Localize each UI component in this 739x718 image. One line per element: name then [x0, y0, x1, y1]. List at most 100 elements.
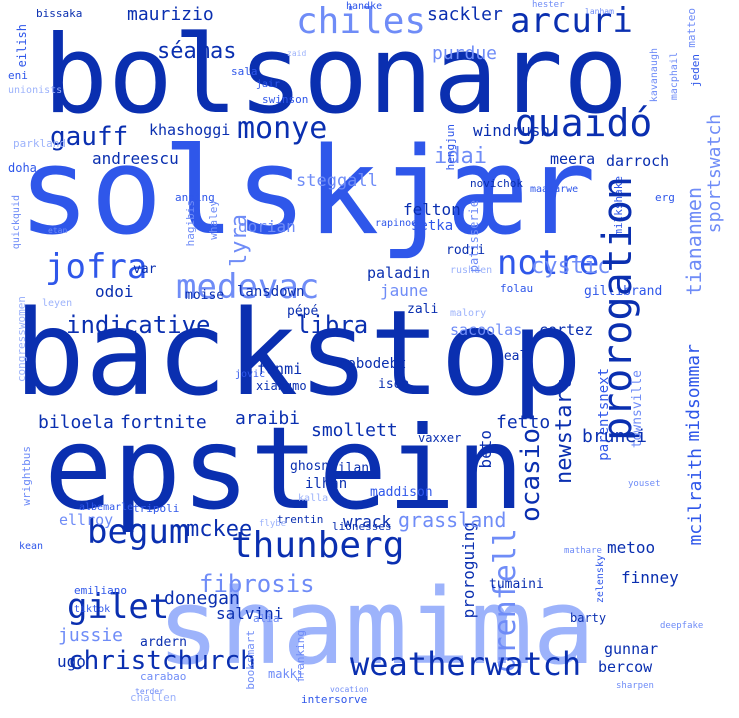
word-alia: alia [253, 612, 280, 625]
word-jeden: jeden [689, 54, 702, 88]
word-gauff: gauff [50, 122, 129, 152]
word-andreescu: andreescu [92, 149, 179, 168]
word-xiangmo: xiangmo [256, 379, 307, 393]
word-shamima: shamima [157, 566, 596, 688]
word-wrightbus: wrightbus [20, 446, 33, 506]
word-cortez: cortez [539, 321, 594, 339]
word-gunnar: gunnar [604, 640, 659, 658]
word-weatherwatch: weatherwatch [350, 645, 582, 683]
word-tiananmen: tiananmen [682, 187, 706, 296]
word-pepe: pépé [287, 304, 319, 319]
word-epstein: epstein [44, 402, 525, 535]
word-handke: handke [346, 1, 383, 12]
word-deepfake: deepfake [660, 621, 704, 631]
word-proroguing: proroguing [459, 522, 478, 619]
word-matteo: matteo [685, 8, 698, 48]
word-jussie: jussie [58, 625, 124, 646]
word-macphail: macphail [669, 52, 680, 101]
word-unionists: unionists [8, 85, 63, 96]
word-metoo: metoo [607, 538, 656, 557]
word-backstop: backstop [14, 284, 583, 422]
word-thunberg: thunberg [231, 525, 405, 566]
word-patisserie: patisserie [467, 200, 481, 273]
word-booksmart: booksmart [244, 630, 257, 690]
word-vaxxer: vaxxer [418, 431, 462, 445]
word-etan: etan [48, 226, 68, 235]
word-darroch: darroch [606, 152, 670, 170]
word-jair: jair [256, 79, 281, 90]
word-ilhan: ilhan [305, 476, 348, 492]
word-khashoggi: khashoggi [149, 121, 231, 139]
word-bissaka: bissaka [36, 7, 83, 20]
word-libra: libra [296, 311, 369, 339]
word-kavanaugh: kavanaugh [649, 48, 660, 103]
word-bolsonaro: bolsonaro [43, 13, 629, 138]
word-araibi: araibi [235, 408, 301, 429]
word-donegan: donegan [164, 588, 240, 609]
word-tiktok: tiktok [74, 604, 111, 615]
word-wrack: wrack [343, 512, 392, 531]
word-hagibis: hagibis [184, 200, 197, 247]
word-congresswomen: congresswomen [15, 296, 28, 383]
word-dorian: dorian [238, 217, 296, 236]
word-mckee: mckee [186, 517, 253, 542]
word-swinson: swinson [262, 93, 309, 106]
word-fetto: fetto [496, 412, 551, 433]
word-indicative: indicative [66, 311, 211, 339]
word-ghosn: ghosn [290, 459, 330, 474]
word-fibrosis: fibrosis [199, 570, 315, 598]
word-meera: meera [550, 150, 596, 168]
word-brunei: brunei [582, 426, 648, 447]
word-ardern: ardern [140, 635, 187, 650]
word-robodebt: robodebt [339, 356, 407, 372]
word-zelensky: zelensky [595, 555, 606, 604]
word-gillibrand: gillibrand [584, 284, 663, 299]
word-gilet: gilet [67, 587, 170, 627]
word-zali: zali [407, 302, 439, 317]
word-setka: setka [411, 218, 454, 234]
word-felton: felton [403, 200, 461, 219]
word-beto: beto [476, 430, 495, 469]
word-folau: folau [500, 282, 534, 295]
word-moise: moise [185, 288, 225, 303]
word-rushden: rushden [450, 265, 493, 276]
word-makki: makki [268, 667, 305, 681]
word-bercow: bercow [598, 658, 653, 676]
word-doha: doha [8, 161, 37, 175]
word-hester: hester [532, 0, 565, 10]
word-ugo: ugo [57, 652, 86, 671]
word-novichok: novichok [470, 177, 523, 190]
word-terder: terder [135, 687, 164, 696]
word-mcilraith: mcilraith [685, 448, 706, 546]
word-var: var [133, 262, 157, 277]
word-ellroy: ellroy [59, 511, 114, 529]
word-leyen: leyen [42, 298, 73, 309]
word-monye: monye [237, 111, 328, 146]
word-maasarwe: maasarwe [530, 184, 579, 195]
word-salvini: salvini [216, 604, 284, 623]
word-finney: finney [621, 568, 679, 587]
word-jaune: jaune [380, 281, 429, 300]
word-jofra: jofra [45, 247, 148, 287]
word-malory: malory [450, 308, 487, 319]
word-seamas: séamas [157, 39, 237, 64]
word-biloela: biloela [38, 412, 114, 433]
word-zaid: zaid [287, 49, 307, 58]
word-youset: youset [628, 479, 661, 489]
word-whaley: whaley [207, 200, 220, 240]
word-windrush: windrush [473, 121, 551, 140]
word-hengjun: hengjun [444, 124, 457, 171]
word-parkland: parkland [13, 137, 66, 150]
word-eilish: eilish [15, 24, 29, 68]
word-jilani: jilani [330, 461, 377, 476]
word-carabao: carabao [140, 670, 187, 683]
word-grassland: grassland [398, 508, 507, 532]
word-ocasio: ocasio [516, 428, 546, 522]
word-rodri: rodri [446, 243, 486, 258]
word-vocation: vocation [330, 685, 369, 694]
word-quickquid: quickquid [11, 195, 22, 250]
word-sharpen: sharpen [616, 681, 654, 691]
word-purdue: purdue [432, 43, 498, 64]
word-paladin: paladin [367, 264, 431, 282]
